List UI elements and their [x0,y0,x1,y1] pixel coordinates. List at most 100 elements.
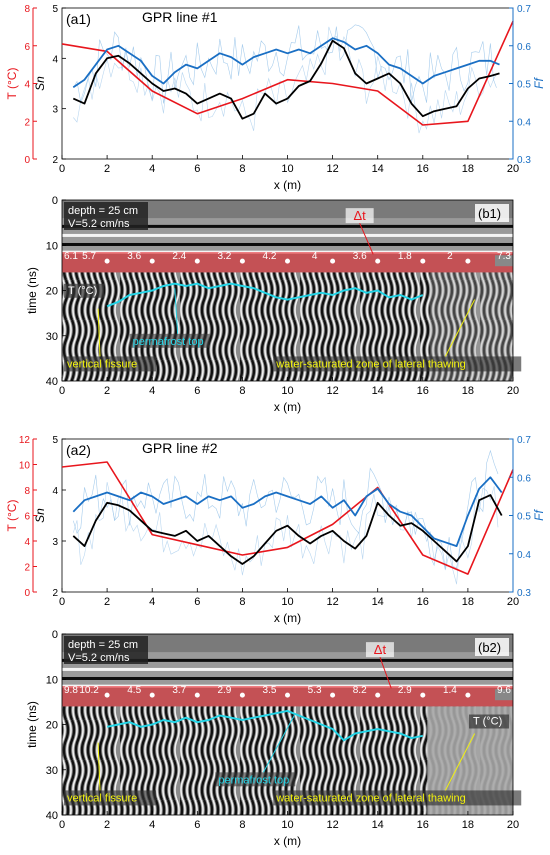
y-tick-label: 40 [46,376,58,388]
temp-marker [285,692,290,698]
sn-tick-label: 4 [52,486,58,497]
temp-label: 8.2 [353,685,367,696]
sn-axis-label: Sn [33,76,47,91]
x-axis-label: x (m) [274,611,301,625]
t-tick-label: 12 [19,435,31,446]
permafrost-arrow [262,715,295,773]
x-axis-label: x (m) [274,178,301,192]
fissure-arrow [97,742,101,791]
temp-label: 9.8 [64,685,78,696]
thaw-label-box [273,790,522,806]
thaw-label: water-saturated zone of lateral thawing [275,358,466,370]
info-box [64,636,148,664]
temp-tag: T (°C) [473,716,502,728]
temp-marker [285,258,290,264]
y-tick-label: 10 [46,674,58,686]
panel-label: (a2) [66,442,91,458]
x-tick-label: 0 [59,385,65,397]
ff-tick-label: 0.7 [517,4,531,15]
temp-label-box [495,255,513,267]
delta-t-arrow [359,222,374,255]
temp-marker [330,692,336,698]
x-tick-label: 10 [281,163,293,175]
air-wave-zone [62,634,513,653]
sn-tick-label: 5 [52,4,58,15]
ff-tick-label: 0.3 [517,588,531,599]
series-line-t [61,461,514,575]
x-tick-label: 20 [507,385,519,397]
temp-marker [239,258,245,264]
x-tick-label: 10 [281,596,293,608]
y-tick-label: 10 [46,240,58,252]
x-tick-label: 14 [372,163,384,175]
t-axis-label: T (°C) [5,68,19,100]
info-box [64,202,148,230]
permafrost-line [106,282,424,308]
sn-tick-label: 3 [52,105,58,116]
x-tick-label: 8 [239,385,245,397]
temp-marker [375,258,381,264]
x-tick-label: 6 [194,163,200,175]
x-tick-label: 4 [149,163,155,175]
x-tick-label: 4 [149,596,155,608]
permafrost-arrow [174,288,179,334]
temp-label: 10.2 [79,685,99,696]
temp-marker [194,258,200,264]
t-tick-label: 6 [24,42,30,53]
x-tick-label: 2 [104,819,110,831]
delta-t-label: Δt [374,642,387,657]
reflector-band [62,658,513,662]
ff-tick-label: 0.6 [517,473,531,484]
t-tick-label: 10 [19,461,31,472]
temp-tag-box [469,714,509,729]
x-tick-label: 10 [281,819,293,831]
temp-marker [149,692,155,698]
x-tick-label: 0 [59,596,65,608]
fissure-label-box [64,356,156,372]
panel-label-box [475,638,509,656]
delta-t-box [365,642,394,658]
thaw-arrow [444,733,476,791]
series-line-sn [72,494,503,565]
temp-marker [104,692,110,698]
ff-tick-label: 0.4 [517,117,531,128]
depth-label: depth = 25 cm [68,205,138,217]
y-tick-label: 40 [46,810,58,822]
permafrost-label: permafrost top [218,774,289,786]
sn-tick-label: 2 [52,155,58,166]
x-tick-label: 6 [194,596,200,608]
y-axis-label: time (ns) [25,267,39,314]
velocity-label: V=5.2 cm/ns [68,652,130,664]
ff-axis-label: Ff [532,509,546,521]
temp-marker [194,692,200,698]
temp-marker [239,692,245,698]
y-tick-label: 0 [52,195,58,207]
t-tick-label: 2 [24,117,30,128]
ff-tick-label: 0.6 [517,42,531,53]
panel-label: (b1) [478,206,501,221]
x-axis-label: x (m) [274,834,301,848]
panel-label: (a1) [66,11,91,27]
reflector-band [62,224,513,228]
x-tick-label: 0 [59,819,65,831]
x-tick-label: 6 [194,385,200,397]
ff-tick-label: 0.5 [517,80,531,91]
depth-label: depth = 25 cm [68,639,138,651]
y-tick-label: 0 [52,629,58,641]
temp-label: 3.6 [127,251,141,262]
x-tick-label: 18 [462,163,474,175]
sn-tick-label: 5 [52,435,58,446]
x-tick-label: 20 [507,163,519,175]
temp-label: 3.7 [172,685,186,696]
x-tick-label: 18 [462,385,474,397]
temp-label-box [495,689,513,701]
series-line-ff [72,476,503,547]
x-tick-label: 12 [326,385,338,397]
permafrost-label-box [129,333,210,348]
t-tick-label: 0 [24,155,30,166]
temp-marker [420,258,426,264]
t-tick-label: 6 [24,512,30,523]
fissure-arrow [97,308,101,357]
x-tick-label: 0 [59,163,65,175]
